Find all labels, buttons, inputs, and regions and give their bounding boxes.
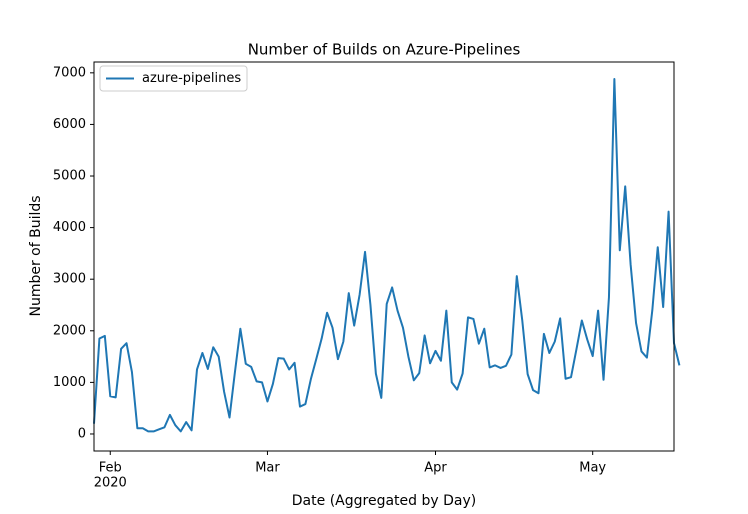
x-tick-label: May xyxy=(579,461,606,476)
x-tick-label: Feb xyxy=(99,461,122,476)
y-tick-label: 2000 xyxy=(53,323,86,338)
y-tick-label: 5000 xyxy=(53,169,86,184)
x-tick-label: Mar xyxy=(255,461,280,476)
x-axis-label: Date (Aggregated by Day) xyxy=(292,493,476,509)
x-tick-year: 2020 xyxy=(94,476,127,491)
series-line xyxy=(93,78,681,433)
y-axis-label: Number of Builds xyxy=(28,195,44,316)
y-tick-label: 6000 xyxy=(53,117,86,132)
y-tick-label: 1000 xyxy=(53,375,86,390)
y-tick-label: 0 xyxy=(78,426,86,441)
legend-label: azure-pipelines xyxy=(142,71,241,86)
chart-title: Number of Builds on Azure-Pipelines xyxy=(248,41,521,59)
y-tick-label: 7000 xyxy=(53,65,86,80)
y-tick-label: 3000 xyxy=(53,272,86,287)
y-tick-label: 4000 xyxy=(53,220,86,235)
legend-box xyxy=(99,65,248,92)
plot-frame xyxy=(93,61,675,452)
x-tick-label: Apr xyxy=(424,461,447,476)
